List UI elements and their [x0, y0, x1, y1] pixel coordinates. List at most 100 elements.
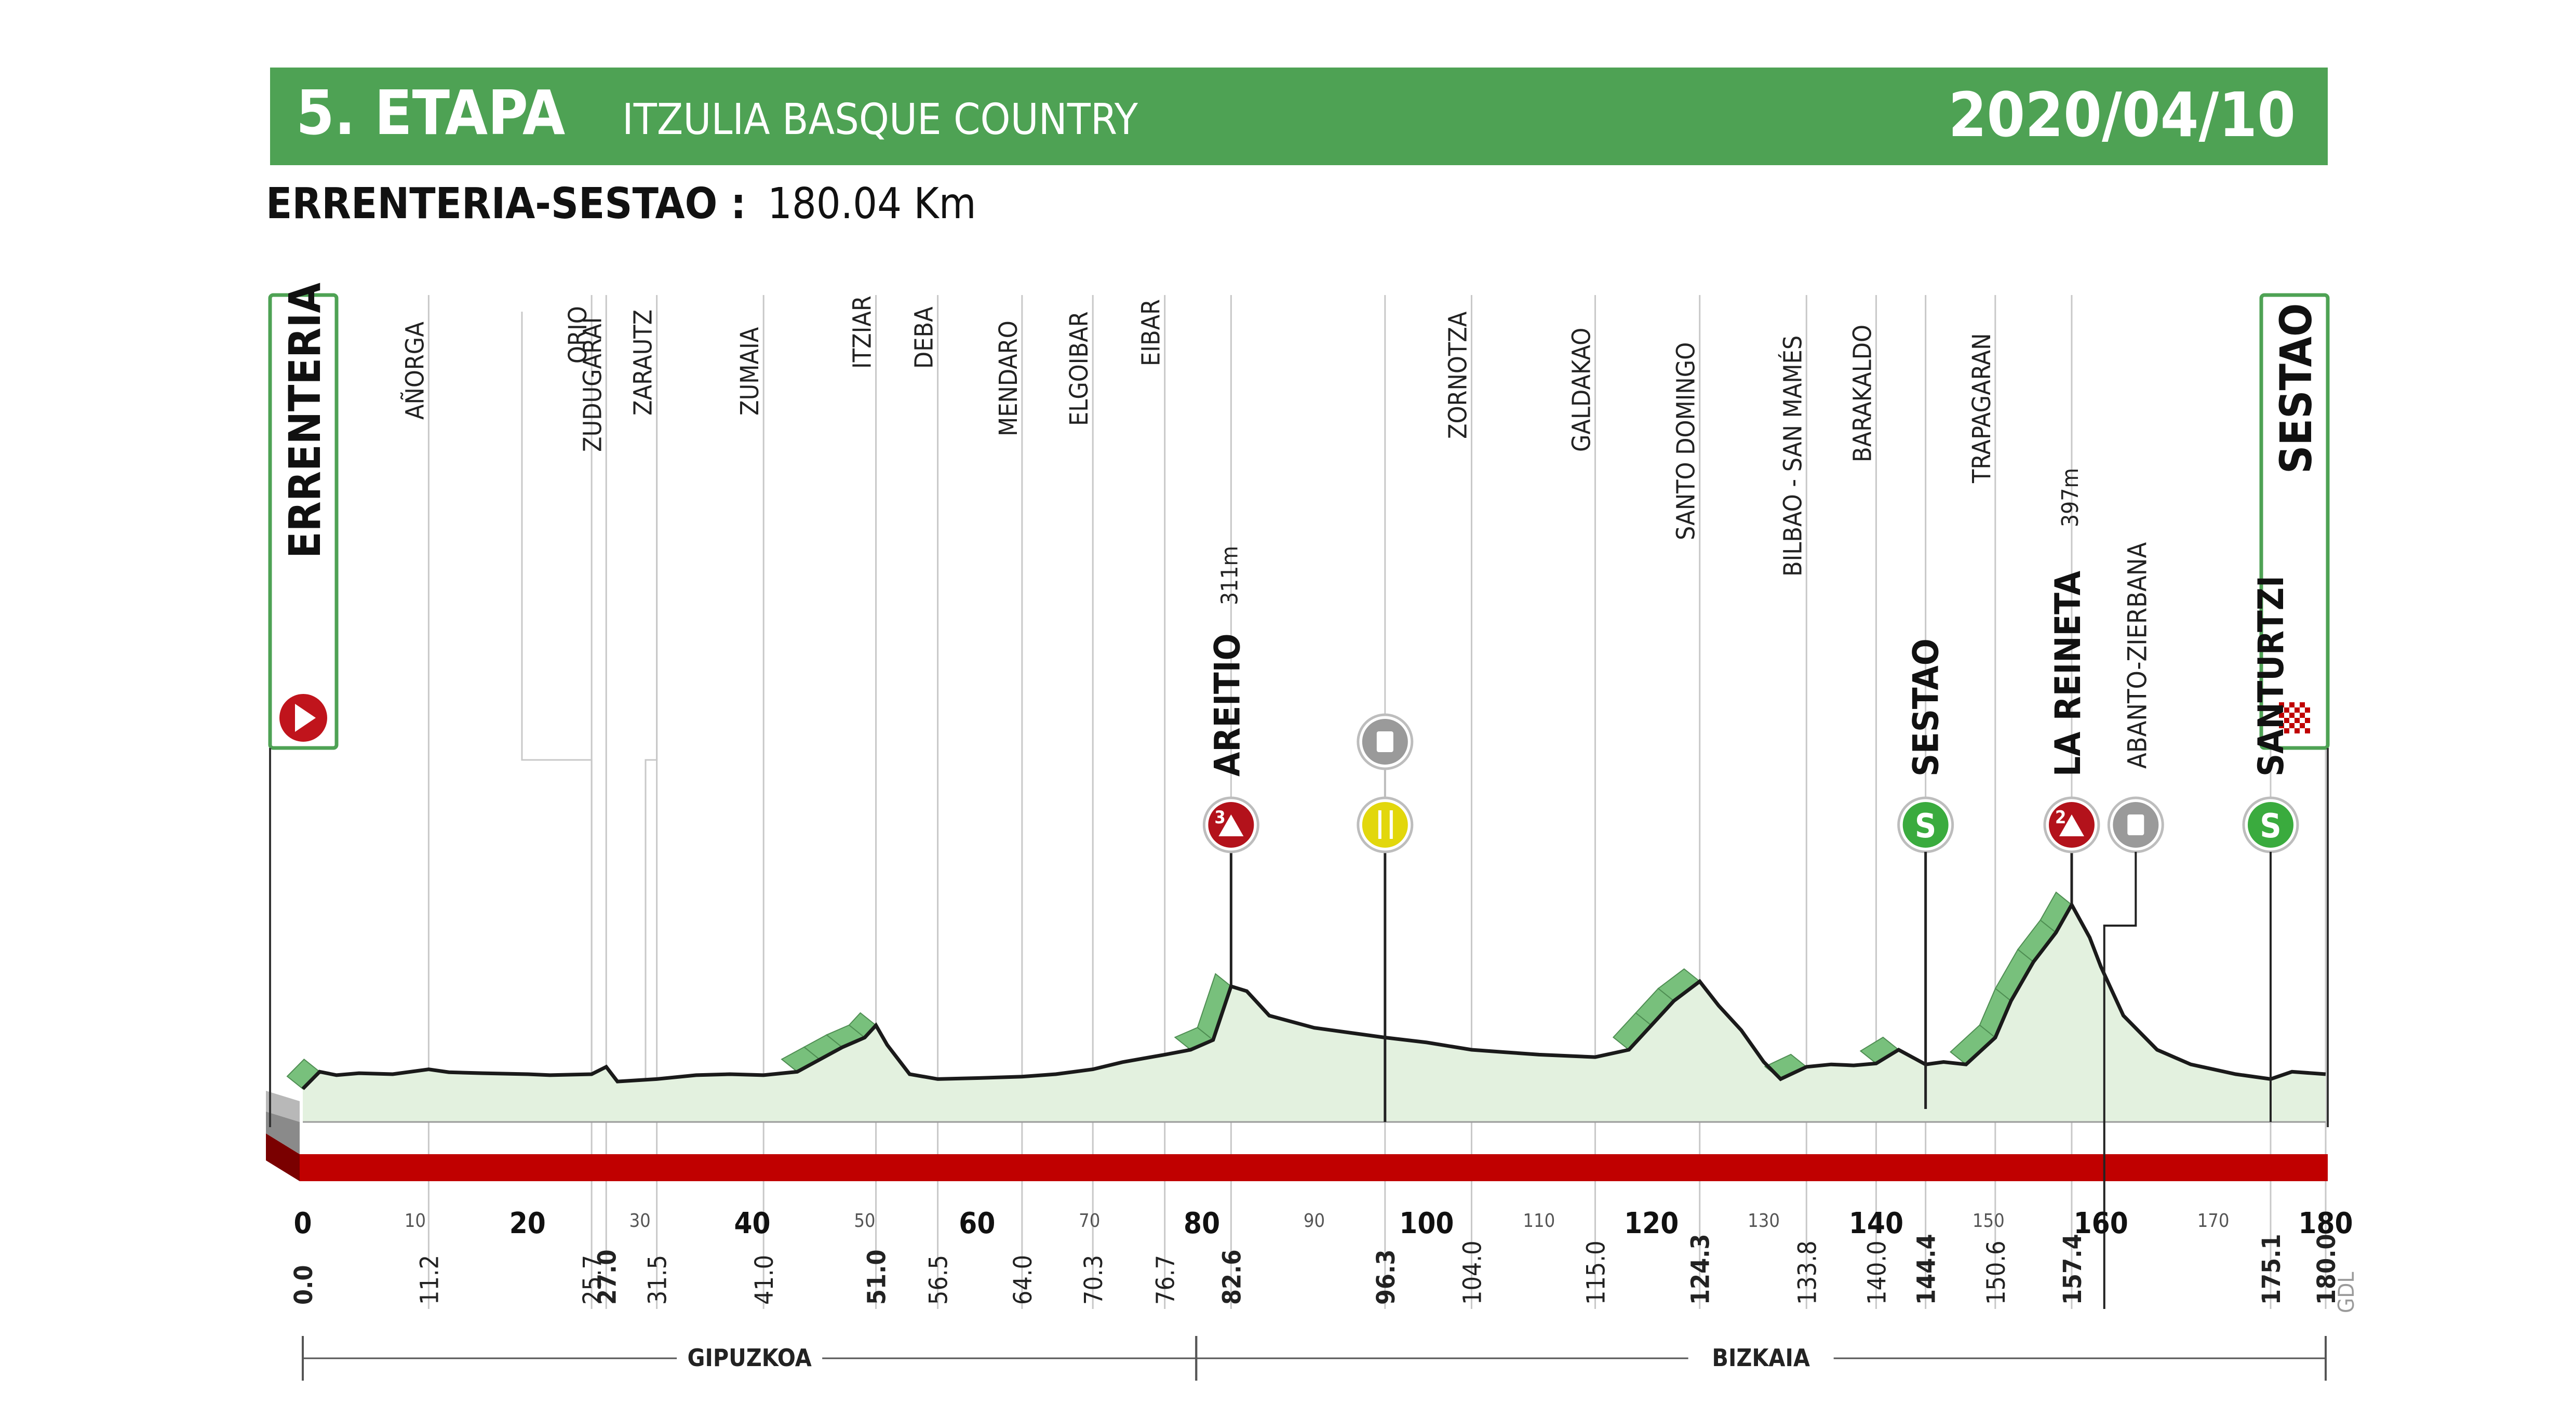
chequer-cell [2295, 728, 2300, 733]
chequer-cell [2279, 702, 2284, 707]
km-label: 115.0 [1581, 1240, 1611, 1305]
chequer-cell [2289, 723, 2295, 728]
waypoint-label: SANTO DOMINGO [1672, 342, 1701, 540]
x-tick-major: 0 [293, 1207, 312, 1240]
waypoint-label: ELGOIBAR [1065, 311, 1094, 426]
km-label: 56.5 [924, 1255, 954, 1305]
km-label: 64.0 [1009, 1255, 1038, 1305]
chequer-cell [2305, 707, 2310, 713]
x-tick-minor: 10 [405, 1210, 426, 1232]
stage-date: 2020/04/10 [1949, 79, 2296, 151]
stage-number: 5. ETAPA [296, 77, 565, 149]
km-label: 51.0 [863, 1249, 892, 1305]
chequer-cell [2284, 718, 2289, 723]
km-label: 41.0 [750, 1255, 779, 1305]
route-title: ERRENTERIA-SESTAO : 180.04 Km [266, 179, 976, 229]
start-town: ERRENTERIA [279, 283, 330, 558]
km-label: 31.5 [643, 1255, 673, 1305]
waypoint-label: AÑORGA [400, 322, 430, 420]
waypoint-label: ABANTO-ZIERBANA [2122, 542, 2152, 769]
x-tick-minor: 30 [629, 1210, 651, 1232]
x-tick-major: 100 [1399, 1207, 1454, 1240]
km-label: 70.3 [1079, 1255, 1108, 1305]
waypoint-label: ZUDUGARAI [578, 317, 607, 452]
km-label: 144.4 [1912, 1234, 1941, 1305]
road-band-side [266, 1133, 300, 1181]
km-label: 0.0 [289, 1265, 318, 1305]
km-label: 82.6 [1217, 1249, 1246, 1305]
icon-layer: 3 AREITIO 311m 2 LA REINETA 397m S SESTAO S SANTU… [1202, 468, 2299, 1309]
waypoint-label: GALDAKAO [1567, 328, 1596, 452]
waypoint-label: MENDARO [994, 320, 1023, 436]
start-flag-box [268, 293, 339, 750]
bin-icon [1376, 731, 1393, 752]
x-tick-minor: 130 [1748, 1210, 1780, 1232]
route-name: ERRENTERIA-SESTAO : [266, 179, 746, 229]
km-label: 140.0 [1862, 1240, 1891, 1305]
x-tick-minor: 170 [2197, 1210, 2230, 1232]
chequer-cell [2284, 707, 2289, 713]
chequer-cell [2300, 713, 2305, 718]
feed-zone-icon [1362, 802, 1408, 848]
x-tick-minor: 70 [1079, 1210, 1100, 1232]
finish-flag: SESTAO [2259, 293, 2330, 1127]
waypoint-leader [645, 312, 658, 1112]
header-bar [270, 68, 2328, 165]
x-tick-major: 60 [959, 1207, 995, 1240]
x-tick-major: 160 [2074, 1207, 2128, 1240]
km-label: 175.1 [2257, 1234, 2286, 1305]
climb-altitude: 311m [1216, 546, 1243, 605]
chequer-cell [2295, 707, 2300, 713]
waypoint-label: ZARAUTZ [629, 310, 658, 416]
x-tick-major: 20 [509, 1207, 546, 1240]
x-tick-minor: 90 [1304, 1210, 1325, 1232]
x-tick-minor: 110 [1523, 1210, 1555, 1232]
region-bar: GIPUZKOA BIZKAIA [302, 1336, 2327, 1381]
mountain-icon [2059, 814, 2084, 836]
play-icon [295, 704, 316, 732]
sprint-name: SANTURTZI [2251, 576, 2292, 777]
chequer-cell [2300, 723, 2305, 728]
route-distance: 180.04 Km [768, 179, 976, 229]
x-tick-major: 40 [734, 1207, 771, 1240]
km-label: 124.3 [1686, 1234, 1715, 1305]
x-tick-major: 80 [1184, 1207, 1220, 1240]
waypoint-label: ZUMAIA [735, 327, 764, 416]
sprint-letter: S [1915, 807, 1936, 846]
km-label: 104.0 [1458, 1240, 1487, 1305]
x-tick-major: 180 [2298, 1207, 2353, 1240]
mountain-icon [1218, 814, 1244, 836]
waypoint-label: DEBA [910, 306, 939, 369]
km-label: 150.6 [1982, 1240, 2011, 1305]
km-label: 11.2 [415, 1255, 444, 1305]
finish-flag-box [2259, 293, 2330, 750]
sprint-name: SESTAO [1906, 638, 1947, 777]
climb-name: LA REINETA [2048, 570, 2089, 777]
chequer-cell [2305, 718, 2310, 723]
x-axis: 0 20 40 60 80 100 120 140 160 180 10 30 50 70 90 110 130… [289, 1207, 2353, 1305]
chequer-cell [2289, 713, 2295, 718]
climb-category: 2 [2055, 807, 2066, 828]
sprint-icon [2247, 802, 2293, 848]
profile-layer [266, 891, 2326, 1123]
x-tick-minor: 50 [854, 1210, 875, 1232]
km-label: 25.7 [578, 1255, 607, 1305]
start-flag: ERRENTERIA [268, 283, 339, 1127]
chequer-cell [2295, 718, 2300, 723]
km-label: 27.0 [593, 1249, 622, 1305]
waypoint-label: ZORNOTZA [1443, 311, 1472, 439]
chequer-cell [2279, 713, 2284, 718]
km-label: 96.3 [1372, 1249, 1401, 1305]
bin-icon [2127, 814, 2144, 835]
x-tick-major: 140 [1849, 1207, 1903, 1240]
chequer-cell [2284, 728, 2289, 733]
race-name: ITZULIA BASQUE COUNTRY [622, 95, 1138, 144]
km-label: 76.7 [1151, 1255, 1180, 1305]
waypoint-label: ITZIAR [848, 296, 877, 369]
region-label: BIZKAIA [1712, 1344, 1809, 1372]
climb-altitude: 397m [2057, 468, 2084, 527]
sprint-letter: S [2260, 807, 2281, 846]
base-block-side [266, 1112, 300, 1154]
